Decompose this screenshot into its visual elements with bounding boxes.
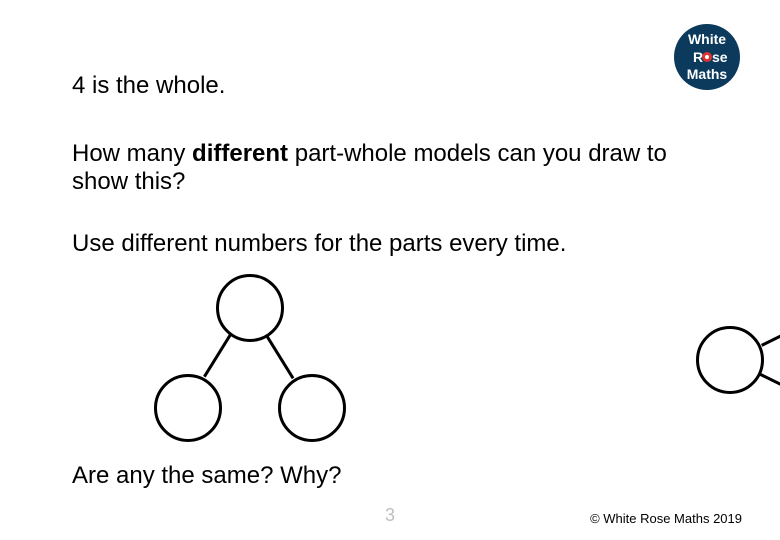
- part-whole-diagrams: [120, 270, 660, 445]
- svg-text:Maths: Maths: [687, 66, 728, 82]
- part-circle: [154, 374, 222, 442]
- part-whole-model-b: [380, 270, 660, 455]
- part-circle: [278, 374, 346, 442]
- connector-line: [265, 335, 294, 379]
- svg-text:se: se: [712, 49, 728, 65]
- question-how-many: How many different part-whole models can…: [72, 140, 672, 197]
- q-pre: How many: [72, 140, 192, 167]
- connector-line: [203, 334, 232, 378]
- copyright-text: © White Rose Maths 2019: [590, 511, 742, 526]
- connector-line: [759, 373, 780, 404]
- whole-circle: [216, 274, 284, 342]
- page-number: 3: [385, 505, 395, 526]
- brand-logo: White R se Maths: [672, 22, 742, 97]
- statement-whole: 4 is the whole.: [72, 72, 225, 100]
- instruction-different-numbers: Use different numbers for the parts ever…: [72, 230, 566, 258]
- slide: White R se Maths 4 is the whole. How man…: [0, 0, 780, 540]
- svg-text:R: R: [693, 49, 703, 65]
- part-whole-model-a: [120, 270, 360, 445]
- connector-line: [761, 316, 780, 347]
- whole-circle: [696, 326, 764, 394]
- q-bold: different: [192, 140, 288, 167]
- question-same-why: Are any the same? Why?: [72, 462, 341, 490]
- svg-text:White: White: [688, 31, 726, 47]
- logo-badge-icon: White R se Maths: [672, 22, 742, 92]
